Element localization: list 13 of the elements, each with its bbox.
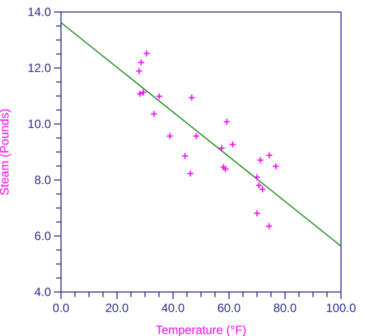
y-tick-label: 10.0 <box>28 117 52 131</box>
y-tick-label: 12.0 <box>28 61 52 75</box>
y-tick-label: 14.0 <box>28 5 52 19</box>
x-tick-label: 0.0 <box>52 301 70 315</box>
x-tick-label: 100.0 <box>326 301 356 315</box>
x-tick-label: 60.0 <box>217 301 241 315</box>
y-tick-label: 4.0 <box>34 285 52 299</box>
y-tick-label: 6.0 <box>34 229 52 243</box>
y-axis-title: Steam (Pounds) <box>0 108 12 196</box>
y-tick-label: 8.0 <box>34 173 52 187</box>
x-tick-label: 40.0 <box>161 301 185 315</box>
x-tick-label: 20.0 <box>105 301 129 315</box>
x-tick-label: 80.0 <box>273 301 297 315</box>
